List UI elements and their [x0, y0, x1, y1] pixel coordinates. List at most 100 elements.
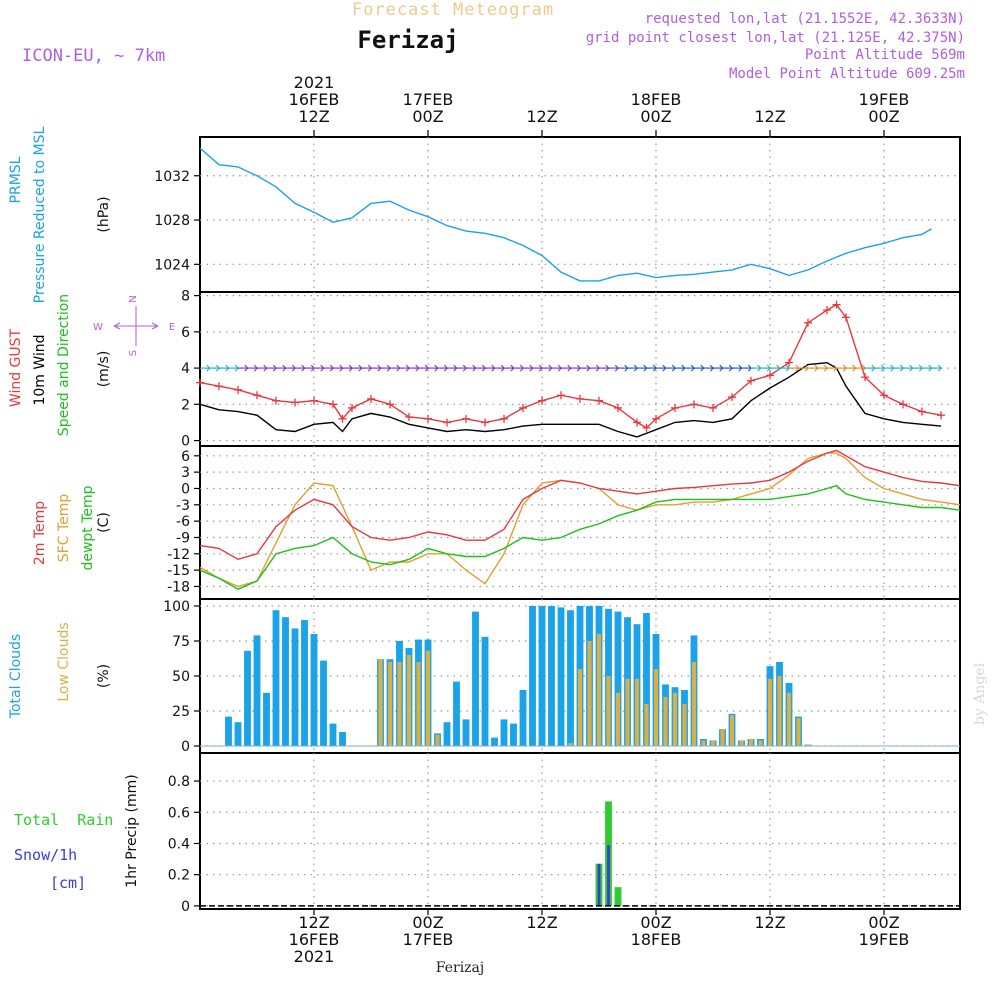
- wind-direction-arrow: [703, 364, 714, 372]
- low-cloud-bar: [568, 743, 573, 746]
- wind-direction-arrow: [380, 364, 391, 372]
- time-label-bottom: 00Z: [868, 913, 899, 932]
- total-cloud-bar: [548, 606, 555, 746]
- wind-direction-arrow: [266, 364, 277, 372]
- dewpt-line: [199, 484, 961, 590]
- gust-marker: [272, 396, 280, 405]
- total-cloud-bar: [481, 636, 489, 746]
- total-cloud-bar: [320, 660, 327, 746]
- time-label-top: 12Z: [526, 107, 557, 126]
- low-cloud-bar: [739, 740, 744, 746]
- total-cloud-bar: [282, 617, 289, 746]
- time-label-bottom: 00Z: [412, 913, 443, 932]
- total-cloud-bar: [263, 692, 270, 746]
- time-label-top: 00Z: [868, 107, 899, 126]
- low-cloud-bar: [777, 676, 782, 746]
- compass-east: E: [169, 322, 175, 333]
- gust-marker: [880, 391, 888, 400]
- wind-direction-arrow: [494, 364, 505, 372]
- low-cloud-bar: [786, 692, 792, 746]
- wind-direction-arrow: [731, 364, 743, 372]
- wind-direction-arrow: [855, 364, 866, 372]
- total-cloud-bar: [643, 613, 650, 746]
- gust-marker: [709, 403, 717, 412]
- low-cloud-bar: [758, 740, 763, 746]
- gust-marker: [671, 403, 679, 412]
- wind-direction-arrow: [750, 364, 762, 372]
- compass-west: W: [93, 322, 103, 333]
- location-title: Ferizaj: [357, 26, 458, 54]
- wind-direction-arrow: [864, 364, 876, 372]
- time-label-bottom: 12Z: [526, 913, 557, 932]
- precip-ytick-label: 0: [181, 899, 190, 915]
- wind-direction-arrow: [598, 364, 610, 372]
- total-cloud-bar: [253, 635, 261, 746]
- temperature-ytick-label: 0: [181, 481, 190, 497]
- compass-south: S: [128, 350, 139, 356]
- temperature-ytick-label: 3: [181, 465, 190, 481]
- temperature-ytick-label: -12: [167, 547, 190, 563]
- time-label-top: 18FEB: [631, 90, 682, 109]
- wind-direction-arrow: [209, 364, 220, 372]
- time-label-bottom: 18FEB: [631, 930, 682, 949]
- total-cloud-bar: [472, 611, 479, 746]
- wind-direction-arrow: [912, 364, 923, 372]
- gust-marker: [462, 414, 470, 423]
- wind-direction-arrow: [332, 364, 344, 372]
- gust-marker: [576, 394, 584, 403]
- wind-direction-arrow: [228, 364, 239, 372]
- temperature-side-label: dewpt Temp: [80, 485, 96, 570]
- snow-bar: [597, 863, 601, 906]
- gust-marker: [595, 396, 603, 405]
- time-label-bottom: 12Z: [754, 913, 785, 932]
- wind-direction-arrow: [399, 364, 410, 372]
- wind-direction-arrow: [570, 364, 581, 372]
- time-label-top: 2021: [294, 73, 335, 92]
- low-cloud-bar: [397, 662, 402, 746]
- wind-direction-arrow: [636, 364, 648, 372]
- wind-side-label: Speed and Direction: [56, 294, 72, 436]
- wind-direction-arrow: [931, 364, 942, 372]
- wind-side-label: Wind GUST: [8, 328, 24, 407]
- wind-side-label: 10m Wind: [32, 334, 48, 405]
- temperature-side-label: 2m Temp: [32, 501, 48, 565]
- pressure-side-label: Pressure Reduced to MSL: [32, 126, 48, 303]
- wind-direction-arrow: [646, 364, 657, 372]
- wind-direction-arrow: [665, 364, 676, 372]
- wind-direction-arrow: [693, 364, 705, 372]
- temperature-ytick-label: -6: [176, 514, 190, 530]
- gust-marker: [842, 313, 850, 322]
- clouds-ytick-label: 0: [181, 739, 190, 755]
- gust-marker: [234, 385, 242, 394]
- wind-ytick-label: 4: [181, 361, 190, 377]
- compass-arrows: [113, 306, 159, 346]
- gust-marker: [310, 396, 318, 405]
- gust-marker: [424, 414, 432, 423]
- total-cloud-bar: [519, 690, 527, 746]
- wind-direction-arrow: [465, 364, 477, 372]
- total-cloud-bar: [510, 723, 517, 746]
- low-cloud-bar: [767, 678, 773, 746]
- wind10-line: [199, 361, 942, 438]
- wind-direction-arrow: [741, 364, 752, 372]
- gust-marker: [367, 394, 375, 403]
- time-label-bottom: 19FEB: [859, 930, 910, 949]
- wind-direction-arrow: [304, 364, 315, 372]
- wind-direction-arrow: [256, 364, 268, 372]
- clouds-ylabel: (%): [96, 664, 112, 688]
- clouds-ytick-label: 75: [172, 634, 190, 650]
- wind-direction-arrow: [788, 364, 800, 372]
- pressure-side-label: PRMSL: [8, 156, 24, 203]
- wind-ytick-label: 2: [181, 397, 190, 413]
- precip-ylabel: 1hr Precip (mm): [124, 774, 140, 887]
- precip-unit-label: [cm]: [50, 874, 86, 892]
- wind-ytick-label: 0: [181, 434, 190, 450]
- wind-direction-arrow: [760, 364, 771, 372]
- total-cloud-bar: [453, 681, 460, 746]
- wind-direction-arrow: [522, 364, 534, 372]
- gust-marker: [443, 418, 451, 427]
- low-cloud-bar: [796, 718, 801, 746]
- time-label-bottom: 00Z: [640, 913, 671, 932]
- low-cloud-bar: [615, 692, 621, 746]
